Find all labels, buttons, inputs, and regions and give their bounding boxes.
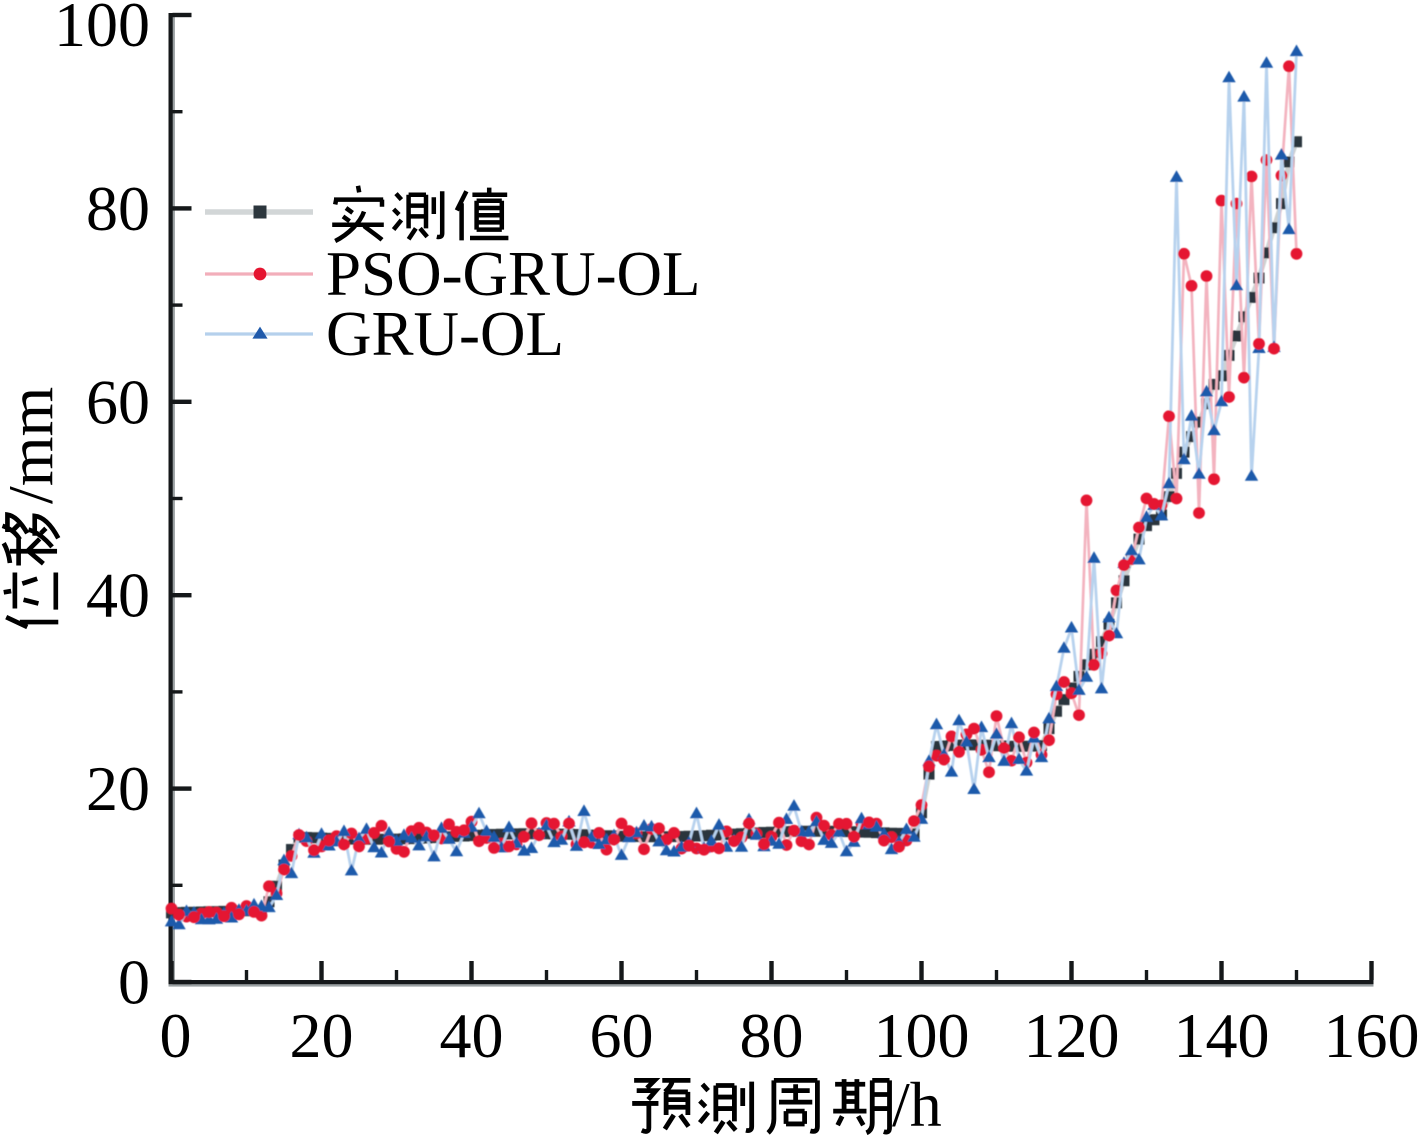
svg-text:GRU-OL: GRU-OL: [326, 299, 564, 369]
svg-text:80: 80: [86, 173, 150, 244]
svg-text:140: 140: [1174, 1000, 1270, 1071]
svg-text:0: 0: [118, 947, 150, 1018]
svg-text:0: 0: [160, 1000, 192, 1071]
svg-text:100: 100: [874, 1000, 970, 1071]
svg-text:120: 120: [1024, 1000, 1120, 1071]
svg-text:40: 40: [440, 1000, 504, 1071]
svg-text:20: 20: [86, 753, 150, 824]
svg-text:/h: /h: [892, 1069, 942, 1135]
svg-text:100: 100: [54, 0, 150, 60]
svg-text:80: 80: [740, 1000, 804, 1071]
svg-text:160: 160: [1324, 1000, 1420, 1071]
svg-text:40: 40: [86, 560, 150, 631]
svg-text:/mm: /mm: [0, 387, 66, 504]
svg-text:20: 20: [290, 1000, 354, 1071]
svg-text:60: 60: [590, 1000, 654, 1071]
svg-text:PSO-GRU-OL: PSO-GRU-OL: [326, 239, 701, 309]
svg-text:60: 60: [86, 366, 150, 437]
